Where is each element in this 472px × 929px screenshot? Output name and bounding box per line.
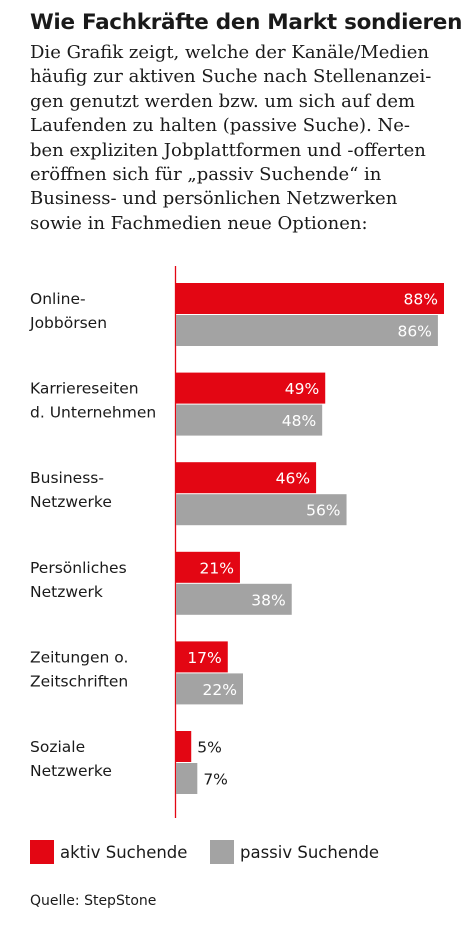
data-label: 38% — [251, 591, 285, 609]
bar-aktiv — [176, 641, 228, 673]
bar-passiv — [176, 315, 438, 346]
data-label: 86% — [397, 323, 431, 341]
bar-aktiv — [176, 462, 317, 494]
description-line: Laufenden zu halten (passive Suche). Ne- — [30, 115, 411, 137]
data-label: 22% — [203, 681, 237, 699]
category-label: Persönliches Netzwerk — [30, 559, 127, 601]
chart-legend: aktiv Suchende passiv Suchende — [30, 840, 470, 874]
legend-swatch-passiv — [210, 840, 234, 864]
data-label: 17% — [187, 649, 221, 667]
description-line: ben expliziten Jobplattformen und -offer… — [30, 139, 426, 161]
data-label: 5% — [197, 739, 222, 757]
bar-passiv — [176, 494, 347, 526]
category-label: Online-Jobbörsen — [29, 290, 107, 332]
bar-aktiv — [176, 283, 444, 314]
description-line: gen genutzt werden bzw. um sich auf dem — [30, 90, 416, 112]
chart-description: Die Grafik zeigt, welche der Kanäle/Medi… — [30, 41, 466, 236]
data-label: 49% — [285, 380, 319, 398]
data-label: 46% — [276, 470, 310, 488]
data-label: 7% — [203, 771, 228, 789]
legend-label-aktiv: aktiv Suchende — [60, 842, 188, 862]
legend-label-passiv: passiv Suchende — [240, 842, 380, 862]
description-line: häufig zur aktiven Suche nach Stellenanz… — [30, 66, 432, 88]
category-label: Soziale Netzwerke — [30, 738, 112, 780]
legend-item-aktiv: aktiv Suchende — [30, 840, 187, 864]
data-label: 88% — [404, 291, 438, 309]
bar-aktiv — [176, 731, 192, 762]
description-line: sowie in Fachmedien neue Optionen: — [30, 212, 368, 234]
legend-swatch-aktiv — [30, 840, 54, 864]
legend-item-passiv: passiv Suchende — [210, 840, 379, 864]
bar-passiv — [176, 583, 292, 615]
category-label: Business-Netzwerke — [30, 469, 112, 511]
bar-passiv — [176, 763, 198, 794]
bar-aktiv — [176, 372, 326, 404]
data-label: 21% — [200, 559, 234, 577]
description-line: Die Grafik zeigt, welche der Kanäle/Medi… — [30, 42, 429, 63]
bar-passiv — [176, 673, 243, 705]
source-note: Quelle: StepStone — [30, 893, 157, 909]
description-line: eröffnen sich für „passiv Suchende“ in — [30, 164, 382, 186]
bar-aktiv — [176, 551, 240, 583]
category-label: Karriereseiten d. Unternehmen — [30, 380, 156, 422]
bar-passiv — [176, 404, 323, 436]
chart-title: Wie Fachkräfte den Markt sondieren — [30, 10, 463, 35]
description-line: Business- und persönlichen Netzwerken — [30, 188, 398, 210]
category-label: Zeitungen o. Zeitschriften — [30, 648, 128, 690]
data-label: 48% — [282, 412, 316, 430]
data-label: 56% — [306, 502, 340, 520]
